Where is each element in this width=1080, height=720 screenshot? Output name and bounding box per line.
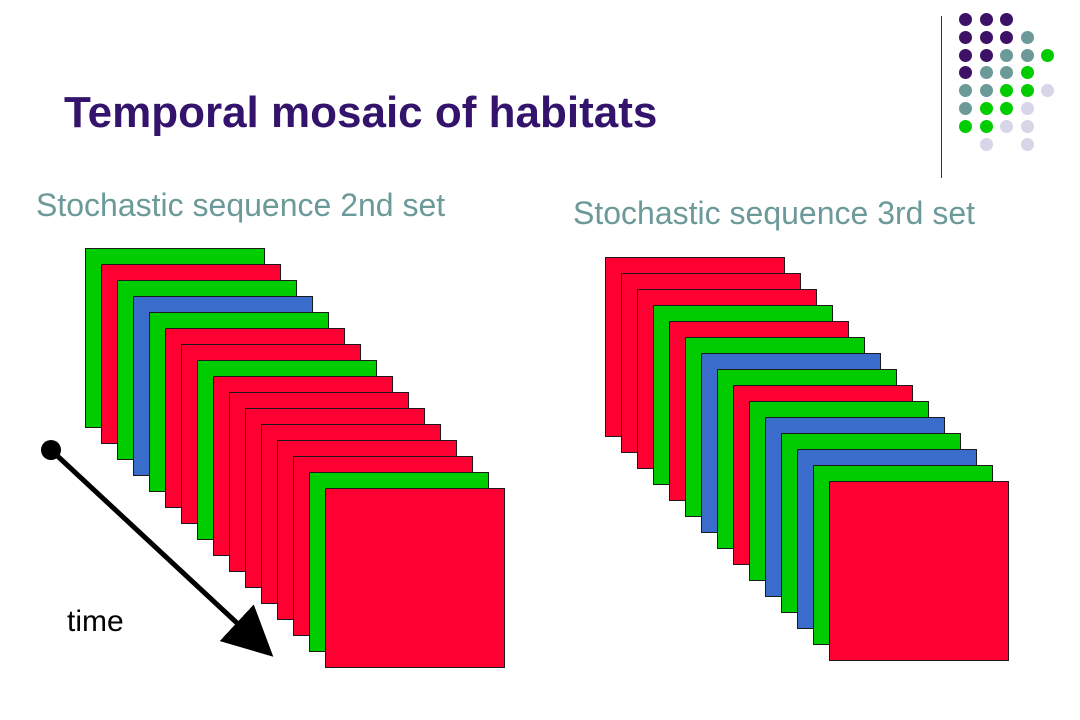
decorative-dot: [1020, 48, 1034, 62]
decorative-dot: [1000, 13, 1013, 26]
decorative-dot: [1000, 66, 1013, 80]
decorative-dot: [979, 119, 993, 133]
habitat-frame-red: [829, 481, 1009, 661]
decorative-dot: [979, 66, 993, 80]
slide-title: Temporal mosaic of habitats: [64, 88, 658, 137]
decorative-dot: [1020, 30, 1034, 44]
time-label: time: [67, 605, 124, 638]
decorative-dot: [959, 66, 972, 80]
decorative-dot: [979, 137, 993, 151]
decorative-dot: [1041, 48, 1054, 62]
sequence-3rd-set-label: Stochastic sequence 3rd set: [573, 195, 976, 231]
time-arrow-line: [49, 448, 274, 657]
decorative-dot: [1000, 48, 1013, 62]
decorative-dot: [979, 30, 993, 44]
decorative-dot: [1041, 84, 1054, 98]
decorative-dot: [1020, 66, 1034, 80]
decorative-dot: [959, 102, 972, 115]
decorative-dot: [1000, 119, 1013, 133]
decorative-dot-grid: [959, 13, 1059, 158]
decorative-dot: [959, 30, 972, 44]
decorative-dot: [959, 119, 972, 133]
decorative-dot: [979, 84, 993, 98]
decorative-dot: [1000, 30, 1013, 44]
decorative-dot: [1000, 102, 1013, 115]
decorative-dot: [979, 102, 993, 115]
decorative-dot: [1020, 119, 1034, 133]
decorative-dot: [979, 48, 993, 62]
decorative-dot: [1000, 84, 1013, 98]
decorative-dot: [959, 13, 972, 26]
decorative-dot: [959, 48, 972, 62]
decorative-dot: [1020, 84, 1034, 98]
decorative-dot: [959, 84, 972, 98]
decorative-dot: [1020, 102, 1034, 115]
habitat-frame-red: [325, 488, 505, 668]
decorative-dot: [979, 13, 993, 26]
sequence-2nd-set-label: Stochastic sequence 2nd set: [36, 187, 446, 223]
title-divider: [941, 16, 942, 178]
decorative-dot: [1020, 137, 1034, 151]
